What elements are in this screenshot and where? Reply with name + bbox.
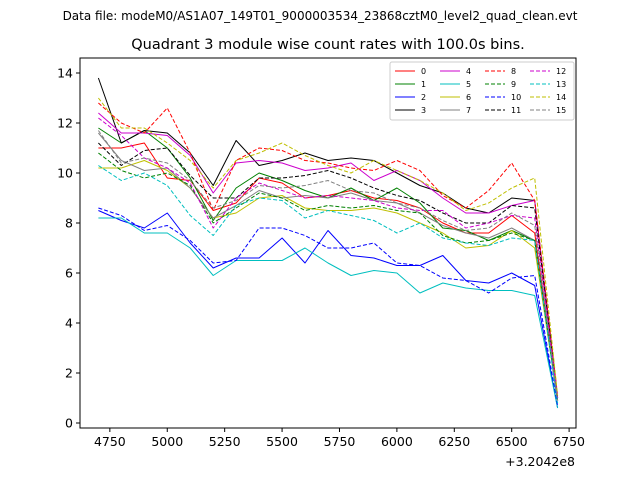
legend-box <box>389 61 575 121</box>
legend-label-10: 10 <box>511 93 521 102</box>
x-tick-label: 6000 <box>381 434 413 449</box>
legend-label-13: 13 <box>556 80 566 89</box>
series-line-5 <box>98 217 559 409</box>
x-tick-label: 5500 <box>266 434 298 449</box>
chart-title: Quadrant 3 module wise count rates with … <box>131 37 525 53</box>
series-line-6 <box>98 160 559 401</box>
x-tick-label: 5000 <box>151 434 183 449</box>
series-line-2 <box>98 210 559 409</box>
legend-label-2: 2 <box>421 93 426 102</box>
legend-label-5: 5 <box>466 80 471 89</box>
x-tick-label: 6750 <box>553 434 585 449</box>
legend-label-3: 3 <box>421 106 426 115</box>
y-tick-label: 14 <box>57 66 73 81</box>
y-tick-label: 6 <box>65 266 73 281</box>
series-line-0 <box>98 142 559 401</box>
series-line-11 <box>98 142 559 399</box>
y-tick-label: 4 <box>65 316 73 331</box>
x-tick-label: 6250 <box>438 434 470 449</box>
y-axis: 0 2 4 6 8 10 12 14 <box>57 66 80 431</box>
x-tick-label: 6500 <box>496 434 528 449</box>
series-line-13 <box>98 165 559 404</box>
legend-label-14: 14 <box>556 93 566 102</box>
y-tick-label: 0 <box>65 416 73 431</box>
legend-label-9: 9 <box>511 80 516 89</box>
series-line-4 <box>98 112 559 399</box>
y-tick-label: 12 <box>57 116 73 131</box>
legend-label-6: 6 <box>466 93 471 102</box>
series-line-10 <box>98 207 559 406</box>
legend-label-0: 0 <box>421 67 426 76</box>
x-offset-label: +3.2042e8 <box>505 454 575 469</box>
series-line-14 <box>98 97 559 396</box>
series-line-8 <box>98 102 559 396</box>
y-tick-label: 10 <box>57 166 73 181</box>
series-line-15 <box>97 130 559 401</box>
legend-label-11: 11 <box>511 106 521 115</box>
legend-label-4: 4 <box>466 67 471 76</box>
series-line-12 <box>98 117 559 399</box>
legend-label-15: 15 <box>556 106 566 115</box>
x-tick-label: 5750 <box>324 434 356 449</box>
plot-area <box>79 57 577 429</box>
x-axis: 4750 5000 5250 5500 5750 6000 6250 6500 6750 <box>94 428 585 449</box>
chart-suptitle: Data file: modeM0/AS1A07_149T01_90000035… <box>63 9 578 23</box>
x-tick-label: 4750 <box>94 434 126 449</box>
y-tick-label: 2 <box>65 366 73 381</box>
series-line-7 <box>98 132 559 401</box>
plot-frame <box>79 57 577 429</box>
legend-label-12: 12 <box>556 67 566 76</box>
x-tick-label: 5250 <box>209 434 241 449</box>
y-tick-label: 8 <box>65 216 73 231</box>
series-line-3 <box>97 77 559 399</box>
legend-label-8: 8 <box>511 67 516 76</box>
legend-label-7: 7 <box>466 106 471 115</box>
series-line-1 <box>98 127 559 401</box>
series-line-9 <box>98 152 559 401</box>
legend-label-1: 1 <box>421 80 426 89</box>
